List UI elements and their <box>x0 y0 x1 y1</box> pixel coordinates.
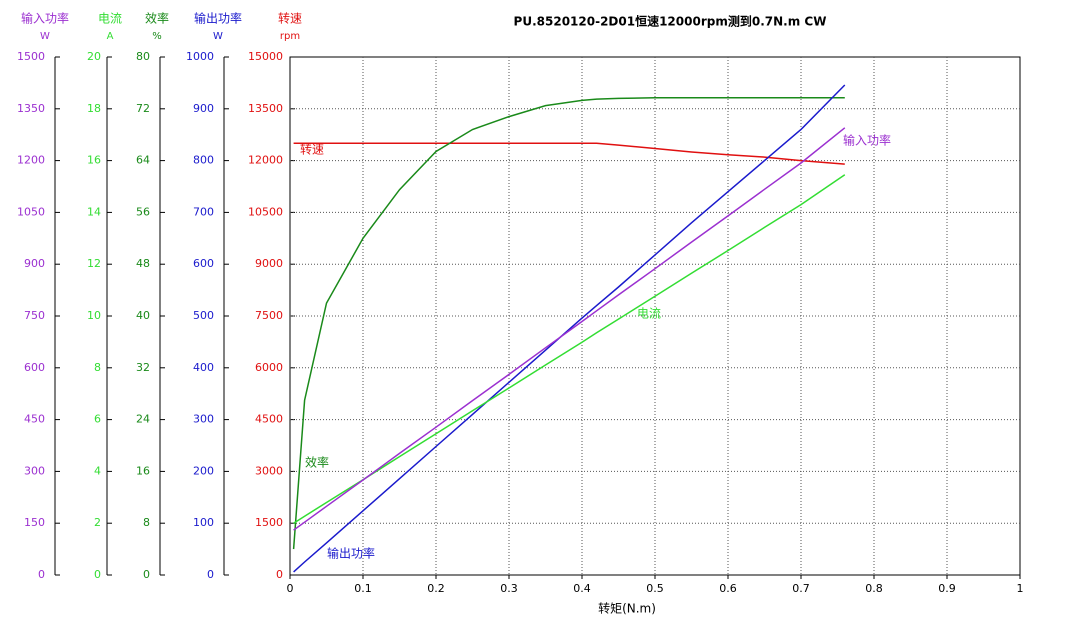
y-tick-label: 13500 <box>248 102 283 115</box>
x-tick-label: 0 <box>287 582 294 595</box>
y-tick-label: 750 <box>24 309 45 322</box>
y-tick-label: 64 <box>136 154 150 167</box>
y-tick-label: 0 <box>143 568 150 581</box>
y-tick-label: 6000 <box>255 361 283 374</box>
y-tick-label: 14 <box>87 205 101 218</box>
y-axis-unit: % <box>152 31 162 42</box>
series-label: 输出功率 <box>327 546 375 561</box>
series-line <box>293 84 846 573</box>
y-tick-label: 600 <box>24 361 45 374</box>
y-tick-label: 450 <box>24 413 45 426</box>
y-tick-label: 100 <box>193 516 214 529</box>
y-tick-label: 1500 <box>17 50 45 63</box>
y-tick-label: 800 <box>193 154 214 167</box>
series-label: 输入功率 <box>843 133 891 148</box>
y-tick-label: 18 <box>87 102 101 115</box>
y-axis-unit: rpm <box>280 31 300 42</box>
series-label: 效率 <box>305 455 329 470</box>
x-tick-label: 0.1 <box>354 582 372 595</box>
y-axis-title: 转速 <box>278 11 302 26</box>
y-tick-label: 10 <box>87 309 101 322</box>
series-line <box>292 97 845 550</box>
y-tick-label: 20 <box>87 50 101 63</box>
x-tick-label: 0.4 <box>573 582 591 595</box>
y-axis-unit: A <box>107 31 114 42</box>
y-tick-label: 200 <box>193 464 214 477</box>
y-tick-label: 56 <box>136 205 150 218</box>
y-tick-label: 500 <box>193 309 214 322</box>
y-tick-label: 9000 <box>255 257 283 270</box>
y-tick-label: 4 <box>94 464 101 477</box>
y-tick-label: 8 <box>143 516 150 529</box>
x-tick-label: 0.2 <box>427 582 445 595</box>
y-tick-label: 80 <box>136 50 150 63</box>
series-line <box>293 127 846 531</box>
y-axis-unit: W <box>213 31 223 42</box>
y-tick-label: 72 <box>136 102 150 115</box>
y-tick-label: 300 <box>193 413 214 426</box>
y-tick-label: 2 <box>94 516 101 529</box>
y-tick-label: 0 <box>38 568 45 581</box>
y-tick-label: 16 <box>87 154 101 167</box>
series-label: 电流 <box>637 307 661 321</box>
y-tick-label: 1000 <box>186 50 214 63</box>
y-axis-title: 输出功率 <box>194 11 242 26</box>
y-tick-label: 8 <box>94 361 101 374</box>
x-tick-label: 1 <box>1017 582 1024 595</box>
y-tick-label: 1200 <box>17 154 45 167</box>
y-tick-label: 0 <box>207 568 214 581</box>
y-axis-title: 效率 <box>145 11 169 26</box>
y-tick-label: 150 <box>24 516 45 529</box>
y-tick-label: 16 <box>136 464 150 477</box>
y-tick-label: 24 <box>136 413 150 426</box>
y-axis-title: 输入功率 <box>21 11 69 26</box>
y-tick-label: 600 <box>193 257 214 270</box>
y-tick-label: 1050 <box>17 205 45 218</box>
chart-title: PU.8520120-2D01恒速12000rpm测到0.7N.m CW <box>514 14 827 29</box>
y-tick-label: 4500 <box>255 413 283 426</box>
y-tick-label: 12000 <box>248 154 283 167</box>
y-tick-label: 900 <box>193 102 214 115</box>
x-tick-label: 0.7 <box>792 582 810 595</box>
x-axis-label: 转矩(N.m) <box>598 601 656 616</box>
y-tick-label: 32 <box>136 361 150 374</box>
y-tick-label: 900 <box>24 257 45 270</box>
y-tick-label: 400 <box>193 361 214 374</box>
y-tick-label: 3000 <box>255 464 283 477</box>
y-tick-label: 6 <box>94 413 101 426</box>
y-tick-label: 0 <box>276 568 283 581</box>
y-tick-label: 40 <box>136 309 150 322</box>
y-tick-label: 1500 <box>255 516 283 529</box>
y-axis-title: 电流 <box>98 12 122 26</box>
x-tick-label: 0.5 <box>646 582 664 595</box>
y-tick-label: 12 <box>87 257 101 270</box>
y-tick-label: 0 <box>94 568 101 581</box>
y-tick-label: 1350 <box>17 102 45 115</box>
series-label: 转速 <box>300 142 324 157</box>
y-tick-label: 7500 <box>255 309 283 322</box>
series-line <box>293 142 845 165</box>
y-tick-label: 15000 <box>248 50 283 63</box>
y-tick-label: 10500 <box>248 205 283 218</box>
x-tick-label: 0.8 <box>865 582 883 595</box>
x-tick-label: 0.6 <box>719 582 737 595</box>
x-tick-label: 0.3 <box>500 582 518 595</box>
y-axis-unit: W <box>40 31 50 42</box>
y-tick-label: 48 <box>136 257 150 270</box>
x-tick-label: 0.9 <box>938 582 956 595</box>
y-tick-label: 300 <box>24 464 45 477</box>
y-tick-label: 700 <box>193 205 214 218</box>
